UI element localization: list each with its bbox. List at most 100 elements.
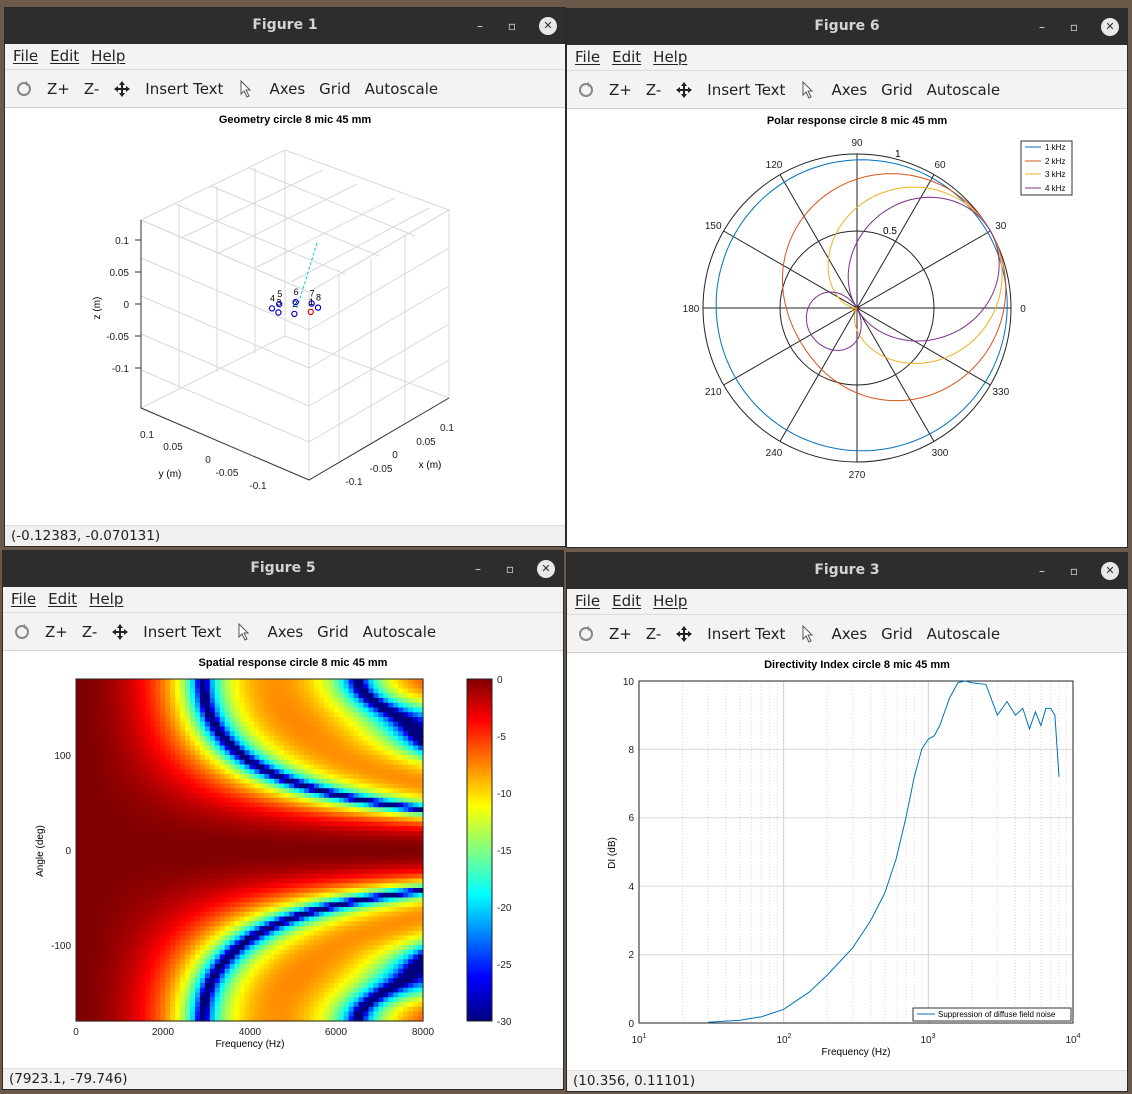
heatmap-cell xyxy=(308,997,315,1003)
heatmap-cell xyxy=(388,707,394,713)
close-icon[interactable]: ✕ xyxy=(537,560,555,578)
pan-icon[interactable] xyxy=(111,623,129,641)
heatmap-cell xyxy=(165,983,171,989)
pan-icon[interactable] xyxy=(113,80,131,98)
heatmap-cell xyxy=(150,954,156,960)
close-icon[interactable]: ✕ xyxy=(1101,18,1119,36)
close-icon[interactable]: ✕ xyxy=(539,17,557,35)
menu-edit[interactable]: Edit xyxy=(50,47,80,65)
heatmap-cell xyxy=(308,959,315,965)
insert-text-button[interactable]: Insert Text xyxy=(707,80,786,99)
menu-file[interactable]: File xyxy=(13,47,39,65)
heatmap-cell xyxy=(165,835,171,842)
rotate-icon[interactable] xyxy=(577,81,595,99)
rotate-icon[interactable] xyxy=(13,623,31,641)
menu-edit[interactable]: Edit xyxy=(48,590,78,608)
grid-button[interactable]: Grid xyxy=(319,79,351,98)
heatmap-cell xyxy=(299,945,305,951)
heatmap-cell xyxy=(398,892,404,899)
spatial-response-plot[interactable]: Spatial response circle 8 mic 45 mm 0 20… xyxy=(3,651,563,1068)
menu-file[interactable]: File xyxy=(575,48,601,66)
pan-icon[interactable] xyxy=(675,81,693,99)
heatmap-cell xyxy=(180,736,186,742)
minimize-icon[interactable]: – xyxy=(475,562,481,576)
autoscale-button[interactable]: Autoscale xyxy=(364,79,439,98)
zoom-out-button[interactable]: Z- xyxy=(81,622,98,641)
heatmap-cell xyxy=(313,693,320,699)
heatmap-cell xyxy=(105,707,112,713)
geometry-plot[interactable]: Geometry circle 8 mic 45 mm 0.1 0.05 0 -… xyxy=(5,108,565,525)
maximize-icon[interactable]: ▫ xyxy=(1069,20,1079,34)
menu-help[interactable]: Help xyxy=(89,590,124,608)
heatmap-cell xyxy=(284,916,290,922)
mic-marker xyxy=(314,304,322,311)
grid-button[interactable]: Grid xyxy=(881,80,913,99)
menu-help[interactable]: Help xyxy=(91,47,126,65)
heatmap-cell xyxy=(229,679,236,685)
legend[interactable]: 1 kHz 2 kHz 3 kHz 4 kHz xyxy=(1020,140,1073,196)
maximize-icon[interactable]: ▫ xyxy=(507,19,517,33)
heatmap-cell xyxy=(105,997,112,1003)
heatmap-cell xyxy=(80,679,87,685)
heatmap-cell xyxy=(323,717,330,723)
plot-area[interactable]: Polar response circle 8 mic 45 mm 0 30 60 9… xyxy=(567,109,1127,547)
zoom-in-button[interactable]: Z+ xyxy=(45,622,68,641)
menu-file[interactable]: File xyxy=(11,590,37,608)
autoscale-button[interactable]: Autoscale xyxy=(362,622,437,641)
insert-text-button[interactable]: Insert Text xyxy=(143,622,222,641)
autoscale-button[interactable]: Autoscale xyxy=(926,80,1001,99)
heatmap-cell xyxy=(393,864,399,870)
axes-button[interactable]: Axes xyxy=(831,80,868,99)
maximize-icon[interactable]: ▫ xyxy=(505,562,515,576)
title-bar[interactable]: Figure 6 – ▫ ✕ xyxy=(567,9,1127,45)
menu-help[interactable]: Help xyxy=(653,48,688,66)
pointer-icon[interactable] xyxy=(235,622,253,641)
insert-text-button[interactable]: Insert Text xyxy=(145,79,224,98)
heatmap-cell xyxy=(180,859,186,865)
heatmap-cell xyxy=(234,854,241,861)
heatmap-cell xyxy=(338,964,345,970)
heatmap-cell xyxy=(328,788,335,794)
rotate-icon[interactable] xyxy=(15,80,33,98)
zoom-in-button[interactable]: Z+ xyxy=(609,80,632,99)
heatmap-cell xyxy=(125,802,132,808)
heatmap-cell xyxy=(239,807,246,813)
heatmap-cell xyxy=(333,1006,340,1013)
heatmap-cell xyxy=(140,983,146,989)
heatmap-cell xyxy=(408,698,414,704)
zoom-in-button[interactable]: Z+ xyxy=(47,79,70,98)
axes-button[interactable]: Axes xyxy=(269,79,306,98)
heatmap-image[interactable] xyxy=(76,679,424,1022)
heatmap-cell xyxy=(105,921,112,927)
heatmap-cell xyxy=(353,892,360,899)
pointer-icon[interactable] xyxy=(237,79,255,98)
plot-area[interactable]: Geometry circle 8 mic 45 mm 0.1 0.05 0 -… xyxy=(5,108,565,525)
heatmap-cell xyxy=(239,693,246,699)
heatmap-cell xyxy=(244,964,251,970)
pointer-icon[interactable] xyxy=(799,80,817,99)
heatmap-cell xyxy=(264,759,270,766)
grid-button[interactable]: Grid xyxy=(317,622,349,641)
heatmap-cell xyxy=(209,940,216,946)
plot-area[interactable]: Spatial response circle 8 mic 45 mm 0 20… xyxy=(3,651,563,1068)
zoom-out-button[interactable]: Z- xyxy=(83,79,100,98)
polar-plot[interactable]: Polar response circle 8 mic 45 mm 030609… xyxy=(567,109,1127,548)
heatmap-cell xyxy=(85,755,92,761)
heatmap-cell xyxy=(328,907,335,913)
title-bar[interactable]: Figure 1 – ▫ ✕ xyxy=(5,8,565,44)
heatmap-cell xyxy=(368,959,375,965)
heatmap-cell xyxy=(373,797,379,804)
title-bar[interactable]: Figure 5 – ▫ ✕ xyxy=(3,551,563,587)
heatmap-cell xyxy=(125,793,132,799)
heatmap-cell xyxy=(224,954,231,960)
minimize-icon[interactable]: – xyxy=(1039,20,1045,34)
heatmap-cell xyxy=(155,726,161,732)
minimize-icon[interactable]: – xyxy=(477,19,483,33)
heatmap-cell xyxy=(135,707,142,713)
heatmap-cell xyxy=(304,816,310,823)
heatmap-cell xyxy=(373,807,379,813)
axes-button[interactable]: Axes xyxy=(267,622,304,641)
zoom-out-button[interactable]: Z- xyxy=(645,80,662,99)
menu-edit[interactable]: Edit xyxy=(612,48,642,66)
heatmap-cell xyxy=(393,930,399,937)
